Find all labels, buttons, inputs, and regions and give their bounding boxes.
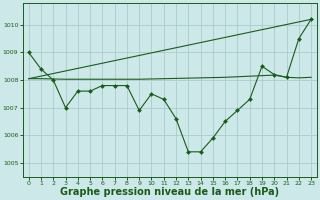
X-axis label: Graphe pression niveau de la mer (hPa): Graphe pression niveau de la mer (hPa) [60,187,279,197]
